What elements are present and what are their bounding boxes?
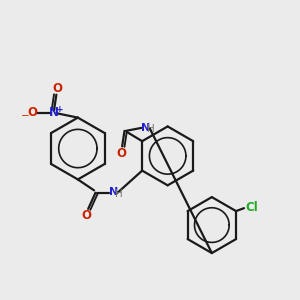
Text: H: H: [115, 189, 123, 199]
Text: N: N: [49, 106, 59, 119]
Text: O: O: [27, 106, 37, 119]
Text: +: +: [56, 105, 64, 114]
Text: O: O: [82, 209, 92, 222]
Text: −: −: [21, 110, 29, 121]
Text: H: H: [147, 124, 155, 134]
Text: Cl: Cl: [245, 201, 258, 214]
Text: O: O: [117, 147, 127, 160]
Text: O: O: [52, 82, 62, 95]
Text: N: N: [109, 188, 118, 197]
Text: N: N: [141, 123, 150, 133]
